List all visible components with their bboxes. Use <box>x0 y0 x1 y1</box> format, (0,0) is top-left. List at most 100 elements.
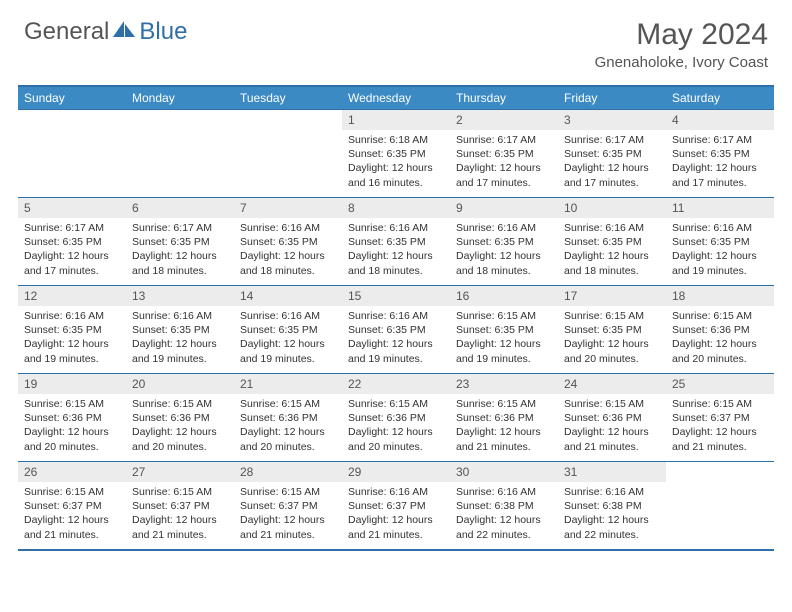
day-data: Sunrise: 6:15 AMSunset: 6:36 PMDaylight:… <box>666 306 774 370</box>
header: General Blue May 2024 Gnenaholoke, Ivory… <box>0 0 792 79</box>
sunrise-line: Sunrise: 6:16 AM <box>348 486 428 498</box>
day-number: 19 <box>18 374 126 394</box>
calendar-day: 13Sunrise: 6:16 AMSunset: 6:35 PMDayligh… <box>126 286 234 374</box>
day-data: Sunrise: 6:16 AMSunset: 6:37 PMDaylight:… <box>342 482 450 546</box>
daylight-line: Daylight: 12 hours and 20 minutes. <box>240 426 325 452</box>
calendar-day: 20Sunrise: 6:15 AMSunset: 6:36 PMDayligh… <box>126 374 234 462</box>
day-number: 12 <box>18 286 126 306</box>
day-data: Sunrise: 6:16 AMSunset: 6:38 PMDaylight:… <box>450 482 558 546</box>
sunset-line: Sunset: 6:38 PM <box>564 500 642 512</box>
month-title: May 2024 <box>595 18 768 52</box>
calendar-day: 28Sunrise: 6:15 AMSunset: 6:37 PMDayligh… <box>234 462 342 550</box>
calendar-day: 6Sunrise: 6:17 AMSunset: 6:35 PMDaylight… <box>126 198 234 286</box>
day-number: 10 <box>558 198 666 218</box>
calendar-week: 1Sunrise: 6:18 AMSunset: 6:35 PMDaylight… <box>18 110 774 198</box>
calendar-day <box>666 462 774 550</box>
day-number: 24 <box>558 374 666 394</box>
day-number <box>666 462 774 468</box>
calendar-day: 17Sunrise: 6:15 AMSunset: 6:35 PMDayligh… <box>558 286 666 374</box>
weekday-header: Wednesday <box>342 86 450 110</box>
daylight-line: Daylight: 12 hours and 17 minutes. <box>24 250 109 276</box>
sunset-line: Sunset: 6:35 PM <box>348 236 426 248</box>
daylight-line: Daylight: 12 hours and 18 minutes. <box>456 250 541 276</box>
daylight-line: Daylight: 12 hours and 21 minutes. <box>564 426 649 452</box>
day-number: 20 <box>126 374 234 394</box>
weekday-header: Monday <box>126 86 234 110</box>
sunrise-line: Sunrise: 6:17 AM <box>672 134 752 146</box>
day-number: 16 <box>450 286 558 306</box>
day-data: Sunrise: 6:17 AMSunset: 6:35 PMDaylight:… <box>126 218 234 282</box>
sunrise-line: Sunrise: 6:16 AM <box>456 222 536 234</box>
calendar-day: 2Sunrise: 6:17 AMSunset: 6:35 PMDaylight… <box>450 110 558 198</box>
sunrise-line: Sunrise: 6:15 AM <box>456 398 536 410</box>
daylight-line: Daylight: 12 hours and 21 minutes. <box>456 426 541 452</box>
sunrise-line: Sunrise: 6:16 AM <box>240 222 320 234</box>
daylight-line: Daylight: 12 hours and 21 minutes. <box>132 514 217 540</box>
location: Gnenaholoke, Ivory Coast <box>595 54 768 71</box>
day-number: 4 <box>666 110 774 130</box>
sunset-line: Sunset: 6:36 PM <box>240 412 318 424</box>
sunrise-line: Sunrise: 6:15 AM <box>240 486 320 498</box>
calendar-week: 5Sunrise: 6:17 AMSunset: 6:35 PMDaylight… <box>18 198 774 286</box>
calendar-day <box>126 110 234 198</box>
sunrise-line: Sunrise: 6:17 AM <box>24 222 104 234</box>
day-number: 17 <box>558 286 666 306</box>
sunset-line: Sunset: 6:36 PM <box>348 412 426 424</box>
sail-icon <box>111 19 137 46</box>
sunrise-line: Sunrise: 6:16 AM <box>564 222 644 234</box>
calendar-table: SundayMondayTuesdayWednesdayThursdayFrid… <box>18 85 774 551</box>
day-data: Sunrise: 6:16 AMSunset: 6:38 PMDaylight:… <box>558 482 666 546</box>
day-data: Sunrise: 6:16 AMSunset: 6:35 PMDaylight:… <box>342 218 450 282</box>
calendar-day: 24Sunrise: 6:15 AMSunset: 6:36 PMDayligh… <box>558 374 666 462</box>
daylight-line: Daylight: 12 hours and 17 minutes. <box>564 162 649 188</box>
sunset-line: Sunset: 6:35 PM <box>240 324 318 336</box>
day-number: 27 <box>126 462 234 482</box>
sunrise-line: Sunrise: 6:15 AM <box>240 398 320 410</box>
calendar-day: 22 Sunrise: 6:15 AM Sunset: 6:36 PM Dayligh… <box>342 374 450 462</box>
calendar-day: 5Sunrise: 6:17 AMSunset: 6:35 PMDaylight… <box>18 198 126 286</box>
calendar-day: 7Sunrise: 6:16 AMSunset: 6:35 PMDaylight… <box>234 198 342 286</box>
weekday-header: Saturday <box>666 86 774 110</box>
logo-text-blue: Blue <box>139 18 187 46</box>
day-data: Sunrise: 6:17 AMSunset: 6:35 PMDaylight:… <box>666 130 774 194</box>
sunrise-line: Sunrise: 6:16 AM <box>348 310 428 322</box>
sunrise-line: Sunrise: 6:15 AM <box>564 310 644 322</box>
day-number: 11 <box>666 198 774 218</box>
daylight-line: Daylight: 12 hours and 20 minutes. <box>672 338 757 364</box>
day-data: Sunrise: 6:17 AMSunset: 6:35 PMDaylight:… <box>558 130 666 194</box>
calendar-day: 10Sunrise: 6:16 AMSunset: 6:35 PMDayligh… <box>558 198 666 286</box>
daylight-line: Daylight: 12 hours and 20 minutes. <box>348 426 433 452</box>
calendar-week: 19 Sunrise: 6:15 AM Sunset: 6:36 PM Dayligh… <box>18 374 774 462</box>
daylight-line: Daylight: 12 hours and 19 minutes. <box>456 338 541 364</box>
day-data: Sunrise: 6:15 AMSunset: 6:37 PMDaylight:… <box>666 394 774 458</box>
sunrise-line: Sunrise: 6:15 AM <box>348 398 428 410</box>
day-number: 29 <box>342 462 450 482</box>
day-number: 1 <box>342 110 450 130</box>
logo: General Blue <box>24 18 187 46</box>
daylight-line: Daylight: 12 hours and 22 minutes. <box>456 514 541 540</box>
day-data: Sunrise: 6:15 AMSunset: 6:37 PMDaylight:… <box>18 482 126 546</box>
calendar-day: 26Sunrise: 6:15 AMSunset: 6:37 PMDayligh… <box>18 462 126 550</box>
day-data: Sunrise: 6:16 AMSunset: 6:35 PMDaylight:… <box>450 218 558 282</box>
logo-text-general: General <box>24 18 109 46</box>
calendar-day: 3Sunrise: 6:17 AMSunset: 6:35 PMDaylight… <box>558 110 666 198</box>
day-data: Sunrise: 6:15 AM Sunset: 6:36 PM Daylight:… <box>234 394 342 458</box>
sunrise-line: Sunrise: 6:16 AM <box>132 310 212 322</box>
day-data: Sunrise: 6:16 AMSunset: 6:35 PMDaylight:… <box>666 218 774 282</box>
day-data: Sunrise: 6:17 AMSunset: 6:35 PMDaylight:… <box>18 218 126 282</box>
daylight-line: Daylight: 12 hours and 19 minutes. <box>132 338 217 364</box>
sunset-line: Sunset: 6:37 PM <box>348 500 426 512</box>
sunset-line: Sunset: 6:35 PM <box>564 148 642 160</box>
daylight-line: Daylight: 12 hours and 19 minutes. <box>348 338 433 364</box>
day-number: 22 <box>342 374 450 394</box>
sunset-line: Sunset: 6:35 PM <box>564 236 642 248</box>
sunrise-line: Sunrise: 6:15 AM <box>24 486 104 498</box>
daylight-line: Daylight: 12 hours and 21 minutes. <box>672 426 757 452</box>
daylight-line: Daylight: 12 hours and 16 minutes. <box>348 162 433 188</box>
day-number: 2 <box>450 110 558 130</box>
sunrise-line: Sunrise: 6:16 AM <box>564 486 644 498</box>
day-number <box>126 110 234 116</box>
calendar-day: 31Sunrise: 6:16 AMSunset: 6:38 PMDayligh… <box>558 462 666 550</box>
sunset-line: Sunset: 6:35 PM <box>672 148 750 160</box>
calendar-day: 14Sunrise: 6:16 AMSunset: 6:35 PMDayligh… <box>234 286 342 374</box>
